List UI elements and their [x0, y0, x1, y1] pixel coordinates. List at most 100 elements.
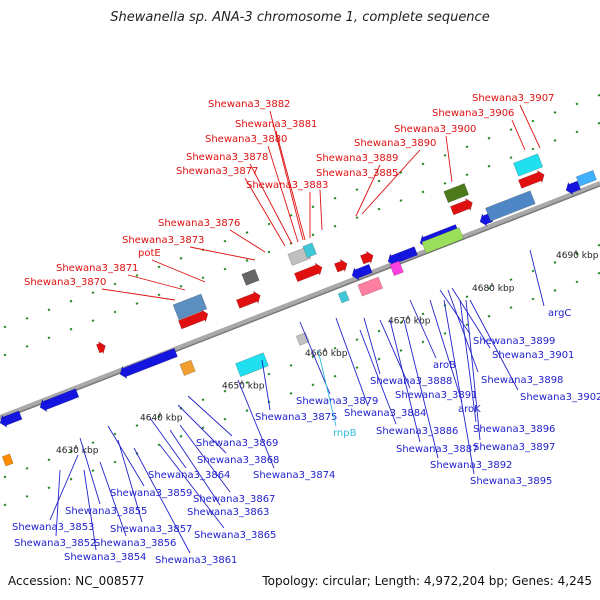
guide-dot	[91, 441, 95, 445]
reverse-gene-label: Shewana3_3897	[473, 442, 555, 453]
reverse-gene-label: Shewana3_3896	[473, 424, 555, 435]
reverse-gene-label: Shewana3_3887	[396, 444, 478, 455]
reverse-gene-leader	[83, 469, 97, 551]
forward-gene	[236, 290, 261, 309]
guide-dot	[223, 417, 227, 421]
forward-feature	[302, 242, 317, 258]
reverse-gene-leader	[99, 461, 127, 537]
forward-gene-label: Shewana3_3880	[205, 134, 287, 145]
guide-dot	[135, 302, 139, 305]
reverse-gene	[565, 180, 582, 196]
reverse-feature	[575, 170, 597, 187]
reverse-feature	[357, 276, 384, 297]
guide-dot	[47, 308, 51, 312]
reverse-gene-label: Shewana3_3875	[255, 412, 337, 423]
guide-dot	[333, 346, 337, 350]
guide-dot	[377, 207, 381, 211]
forward-gene-label: Shewana3_3881	[235, 119, 317, 130]
guide-dot	[421, 162, 425, 166]
reverse-gene-leader	[133, 447, 191, 554]
guide-dot	[245, 231, 249, 234]
reverse-feature-shape	[179, 359, 196, 376]
guide-dot	[509, 278, 513, 281]
forward-feature-shape	[172, 293, 208, 321]
reverse-feature	[235, 352, 269, 378]
forward-gene-label: Shewana3_3870	[24, 277, 106, 288]
guide-dot	[399, 199, 403, 202]
reverse-gene-shape	[387, 246, 418, 267]
guide-dot	[355, 366, 359, 370]
guide-dot	[465, 323, 469, 327]
rna-gene-label: rnpB	[333, 428, 357, 439]
reverse-feature-shape	[485, 190, 536, 222]
forward-gene-leader	[229, 229, 266, 253]
topology-text: Topology: circular; Length: 4,972,204 bp…	[262, 574, 592, 588]
guide-dot	[113, 460, 117, 464]
guide-dot	[531, 119, 535, 123]
forward-gene-leader	[319, 189, 323, 231]
guide-dot	[157, 443, 161, 447]
guide-dot	[69, 477, 73, 481]
reverse-gene-shape	[565, 180, 582, 196]
reverse-gene-leader	[389, 319, 421, 443]
guide-dot	[47, 458, 51, 462]
forward-gene-shape	[178, 309, 209, 330]
rna-gene-leader	[317, 349, 337, 427]
guide-dot	[25, 494, 29, 498]
forward-gene-label: Shewana3_3882	[208, 99, 290, 110]
reverse-gene-label: Shewana3_3859	[110, 488, 192, 499]
reverse-gene-leader	[465, 299, 481, 441]
scale-tick-label: 4640 kbp	[140, 413, 183, 423]
guide-dot	[443, 331, 447, 335]
reverse-gene-leader	[409, 299, 437, 359]
guide-dot	[91, 319, 95, 323]
reverse-gene-shape	[39, 388, 80, 413]
guide-dot	[531, 147, 535, 151]
guide-dot	[201, 398, 205, 402]
guide-dot	[157, 265, 161, 269]
guide-dot	[157, 415, 161, 419]
reverse-gene	[0, 410, 23, 428]
forward-gene-label: Shewana3_3878	[186, 152, 268, 163]
forward-gene-shape	[236, 290, 261, 309]
reverse-gene-leader	[261, 359, 271, 411]
forward-gene-shape	[360, 250, 374, 265]
reverse-gene-label: aroB	[433, 360, 456, 371]
scale-tick-label: 4650 kbp	[222, 381, 265, 391]
guide-dot	[553, 111, 557, 114]
guide-dot	[509, 156, 513, 159]
reverse-gene-label: Shewana3_3861	[155, 555, 237, 566]
guide-dot	[179, 256, 183, 260]
reverse-gene-label: Shewana3_3855	[65, 506, 147, 517]
reverse-feature-shape	[421, 227, 464, 254]
forward-gene-leader	[244, 177, 286, 247]
guide-dot	[25, 316, 29, 320]
reverse-gene-label: Shewana3_3902	[520, 392, 600, 403]
reverse-gene-leader	[159, 444, 225, 529]
guide-dot	[113, 282, 117, 286]
reverse-gene-leader	[49, 454, 79, 521]
reverse-gene	[387, 246, 418, 267]
forward-feature-shape	[443, 183, 470, 203]
reverse-feature	[1, 453, 14, 467]
map-title: Shewanella sp. ANA-3 chromosome 1, compl…	[110, 10, 490, 25]
reverse-feature	[179, 359, 196, 376]
guide-dot	[245, 381, 249, 384]
guide-dot	[333, 374, 337, 378]
reverse-gene-leader	[187, 395, 233, 437]
forward-feature	[513, 153, 544, 177]
reverse-gene-leader	[447, 289, 479, 373]
forward-gene-label: Shewana3_3906	[432, 108, 514, 119]
accession-text: Accession: NC_008577	[8, 574, 145, 588]
forward-gene-leader	[127, 274, 186, 291]
reverse-gene-label: Shewana3_3901	[492, 350, 574, 361]
reverse-gene-label: Shewana3_3884	[344, 408, 426, 419]
forward-gene-leader	[267, 145, 299, 243]
guide-dot	[553, 139, 557, 142]
reverse-gene-label: Shewana3_3888	[370, 376, 452, 387]
reverse-gene-label: Shewana3_3895	[470, 476, 552, 487]
scale-tick-label: 4630 kbp	[56, 446, 99, 456]
forward-gene-shape	[450, 197, 473, 216]
guide-dot	[179, 434, 183, 438]
